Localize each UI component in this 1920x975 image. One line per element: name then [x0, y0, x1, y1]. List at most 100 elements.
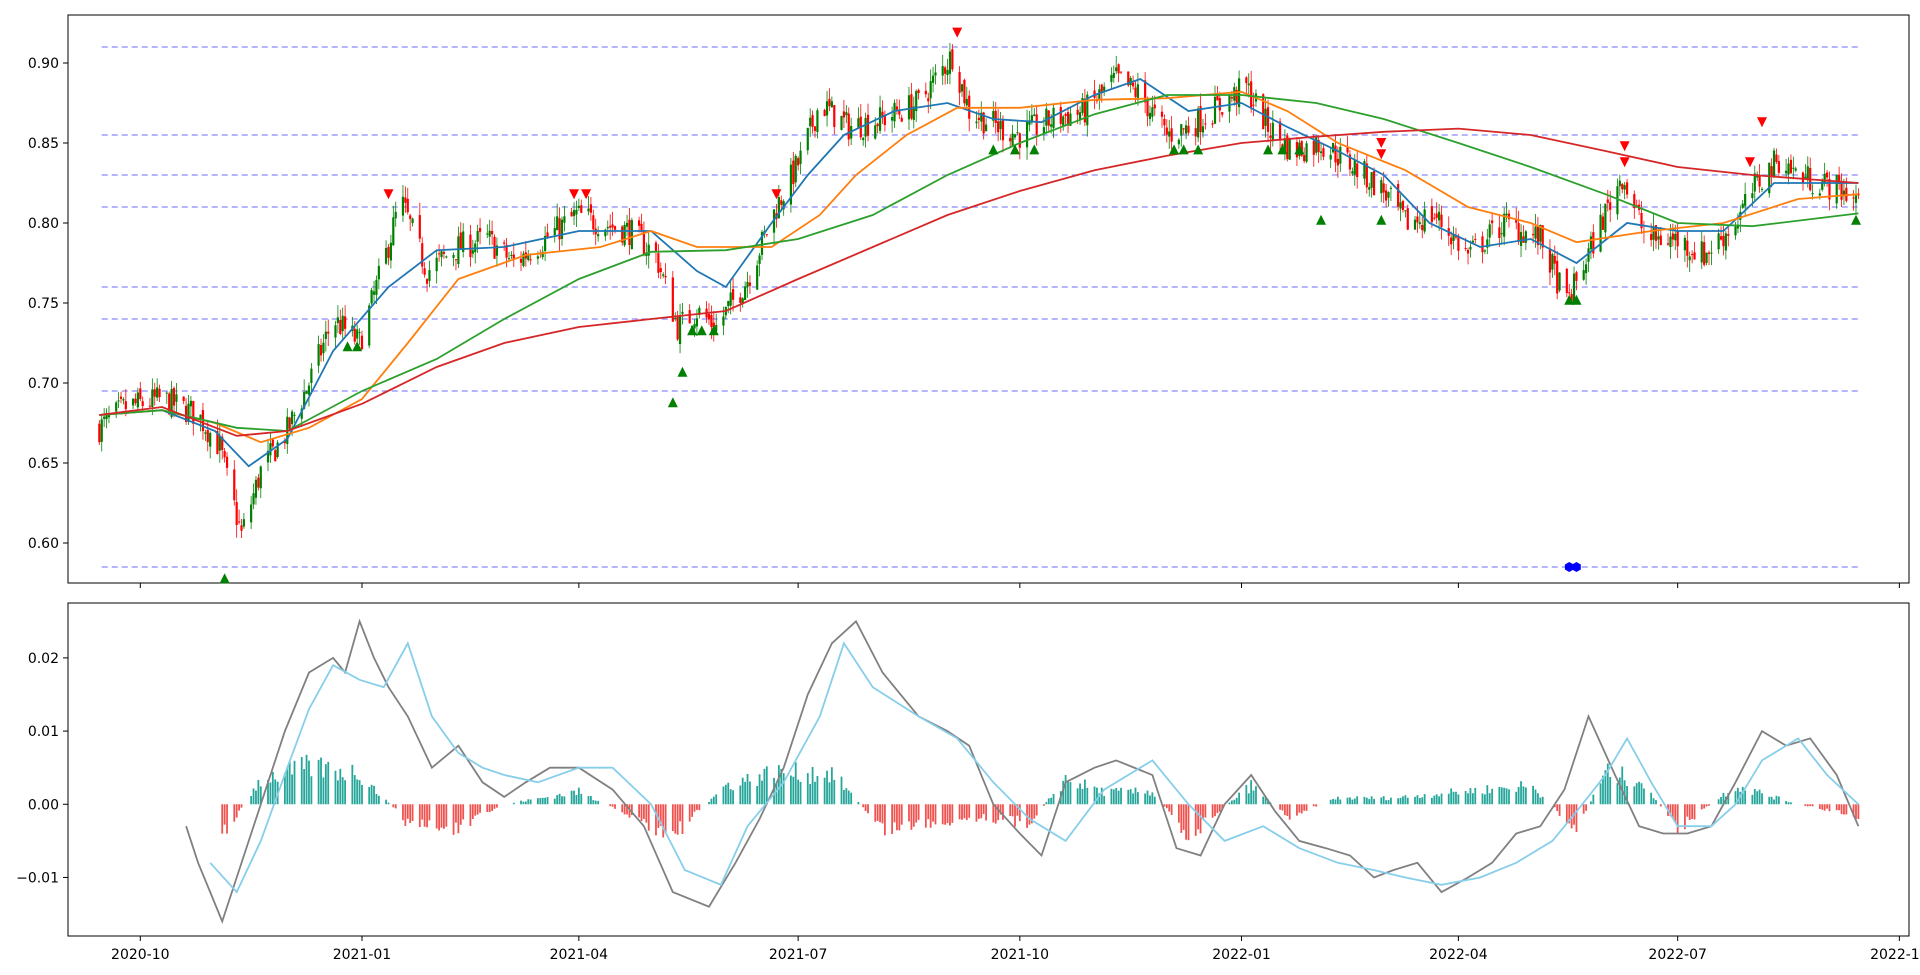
x-tick-label: 2022-01	[1212, 947, 1271, 963]
candle-body	[1669, 236, 1672, 248]
macd-histogram-bar	[674, 804, 677, 834]
candle-body	[139, 388, 142, 400]
macd-histogram-bar	[657, 804, 660, 829]
macd-histogram-bar	[722, 786, 725, 805]
macd-histogram-bar	[609, 804, 612, 807]
candle-body	[830, 101, 833, 108]
candle-body	[1086, 94, 1089, 126]
candle-body	[1601, 216, 1605, 230]
macd-histogram-bar	[1402, 796, 1404, 805]
macd-histogram-bar	[1638, 781, 1641, 805]
candle-body	[1418, 222, 1421, 225]
macd-histogram-bar	[496, 804, 498, 808]
x-tick-label: 2022-04	[1429, 947, 1488, 963]
macd-histogram-bar	[1835, 804, 1838, 811]
macd-histogram-bar	[1703, 804, 1706, 809]
macd-histogram-bar	[915, 804, 918, 823]
macd-histogram-bar	[1185, 804, 1187, 840]
candle-body	[1575, 272, 1578, 281]
candle-body	[1312, 140, 1315, 155]
macd-histogram-bar	[493, 804, 496, 809]
candle-body	[184, 405, 188, 422]
candle-body	[1471, 240, 1474, 243]
candle-body	[572, 210, 576, 217]
macd-histogram-bar	[226, 804, 228, 834]
macd-histogram-bar	[828, 782, 831, 805]
candle-body	[1683, 237, 1686, 251]
macd-histogram-bar	[1009, 804, 1012, 817]
macd-histogram-bar	[1238, 792, 1241, 805]
candle-body	[1553, 256, 1556, 264]
macd-histogram-bar	[577, 787, 580, 805]
candle-body	[637, 220, 641, 226]
y-tick-label: 0.60	[28, 536, 59, 552]
candle-body	[963, 79, 966, 104]
candle-body	[1329, 154, 1332, 160]
candle-body	[1421, 224, 1424, 231]
macd-histogram-bar	[924, 804, 927, 828]
candle-body	[1491, 220, 1494, 224]
candle-body	[1112, 72, 1115, 78]
candle-body	[1659, 235, 1662, 246]
macd-histogram-bar	[883, 804, 886, 836]
macd-histogram-bar	[712, 796, 715, 805]
candle-body	[698, 307, 701, 315]
macd-histogram-bar	[1045, 802, 1048, 805]
macd-histogram-bar	[1086, 787, 1089, 805]
candle-body	[259, 466, 262, 489]
macd-histogram-bar	[1840, 804, 1843, 815]
candle-body	[1640, 213, 1643, 229]
macd-histogram-bar	[715, 794, 718, 805]
macd-histogram-bar	[387, 802, 390, 805]
macd-histogram-bar	[1488, 793, 1491, 805]
candle-body	[1136, 84, 1140, 100]
macd-histogram-bar	[238, 804, 240, 811]
macd-histogram-bar	[1033, 804, 1036, 819]
candle-body	[777, 197, 780, 219]
candle-body	[1452, 234, 1455, 241]
candle-body	[307, 385, 311, 395]
candle-body	[1353, 160, 1356, 175]
macd-histogram-bar	[741, 777, 744, 805]
candle-body	[823, 109, 826, 117]
macd-histogram-bar	[546, 797, 549, 805]
candle-body	[1184, 125, 1188, 134]
macd-histogram-bar	[1659, 804, 1662, 807]
candle-body	[1247, 83, 1250, 86]
candle-body	[758, 255, 761, 264]
candle-body	[816, 110, 819, 133]
macd-histogram-bar	[418, 804, 421, 828]
macd-histogram-bar	[758, 774, 761, 805]
candle-body	[1331, 143, 1335, 153]
macd-histogram-bar	[524, 801, 527, 805]
candle-body	[254, 479, 258, 498]
candle-body	[1821, 181, 1824, 190]
macd-histogram-bar	[308, 760, 310, 805]
macd-histogram-bar	[1100, 787, 1103, 805]
candle-body	[115, 402, 118, 412]
candle-body	[1050, 124, 1053, 127]
macd-histogram-bar	[1168, 804, 1171, 812]
candle-body	[647, 244, 650, 256]
candle-body	[288, 417, 291, 429]
candle-body	[893, 102, 896, 122]
macd-histogram-bar	[1298, 804, 1301, 813]
sell-signal-marker	[952, 27, 963, 38]
candle-body	[1724, 233, 1727, 251]
macd-histogram-bar	[1370, 796, 1373, 805]
macd-histogram-bar	[1202, 804, 1204, 819]
macd-histogram-bar	[1288, 804, 1291, 820]
candle-body	[1187, 125, 1190, 133]
candle-body	[878, 107, 882, 131]
macd-histogram-bar	[293, 760, 296, 805]
macd-histogram-bar	[961, 804, 963, 820]
candle-body	[1828, 179, 1831, 200]
candle-body	[541, 251, 544, 258]
candle-body	[862, 137, 865, 141]
hexagon-marker	[1572, 562, 1581, 572]
macd-histogram-bar	[1806, 804, 1809, 807]
macd-histogram-bar	[469, 804, 472, 826]
sell-signal-marker	[1619, 141, 1630, 152]
candle-body	[1300, 141, 1303, 156]
candle-body	[1768, 162, 1771, 194]
